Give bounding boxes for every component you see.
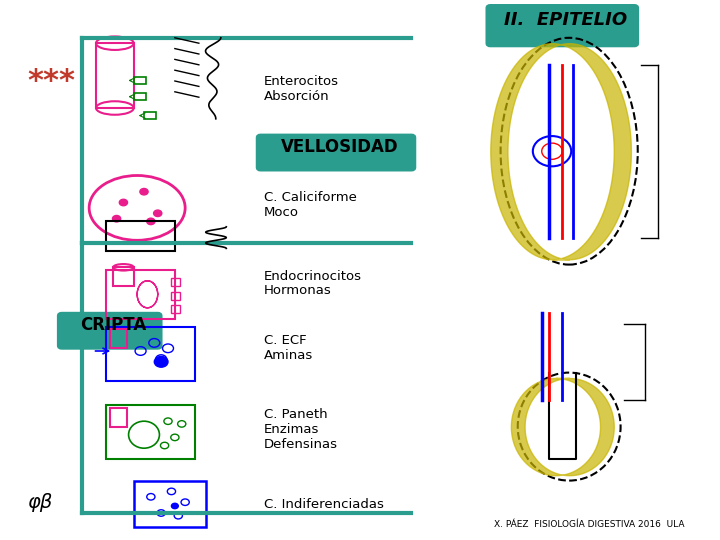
- Bar: [113, 267, 134, 286]
- Bar: [96, 43, 134, 108]
- Circle shape: [120, 199, 127, 206]
- Circle shape: [171, 503, 179, 509]
- FancyBboxPatch shape: [257, 135, 415, 170]
- Circle shape: [112, 215, 121, 222]
- Bar: [171, 305, 180, 313]
- Bar: [134, 481, 206, 526]
- Text: Endocrinocitos
Hormonas: Endocrinocitos Hormonas: [264, 269, 362, 298]
- Bar: [171, 278, 180, 286]
- Text: II.  EPITELIO: II. EPITELIO: [504, 11, 627, 29]
- Text: VELLOSIDAD: VELLOSIDAD: [281, 138, 398, 156]
- FancyBboxPatch shape: [58, 313, 161, 348]
- Text: φβ: φβ: [27, 492, 53, 512]
- Circle shape: [147, 218, 155, 225]
- Text: C. ECF
Aminas: C. ECF Aminas: [264, 334, 313, 362]
- Bar: [107, 405, 195, 459]
- Text: C. Caliciforme
Moco: C. Caliciforme Moco: [264, 191, 357, 219]
- Text: ***: ***: [27, 66, 76, 96]
- Text: Enterocitos
Absorción: Enterocitos Absorción: [264, 75, 339, 103]
- Circle shape: [154, 356, 168, 367]
- Bar: [109, 329, 127, 348]
- Bar: [107, 270, 175, 319]
- Bar: [144, 112, 156, 119]
- Bar: [134, 77, 146, 84]
- Text: X. PÁEZ  FISIOLOGÍA DIGESTIVA 2016  ULA: X. PÁEZ FISIOLOGÍA DIGESTIVA 2016 ULA: [494, 520, 684, 529]
- Bar: [109, 408, 127, 427]
- Bar: [107, 327, 195, 381]
- Circle shape: [153, 210, 162, 217]
- FancyBboxPatch shape: [487, 5, 638, 46]
- Text: CRIPTA: CRIPTA: [80, 316, 146, 334]
- Bar: [134, 93, 146, 100]
- Bar: [171, 292, 180, 300]
- Text: C. Indiferenciadas: C. Indiferenciadas: [264, 498, 384, 511]
- Text: C. Paneth
Enzimas
Defensinas: C. Paneth Enzimas Defensinas: [264, 408, 338, 451]
- Bar: [107, 221, 175, 251]
- Circle shape: [140, 188, 148, 195]
